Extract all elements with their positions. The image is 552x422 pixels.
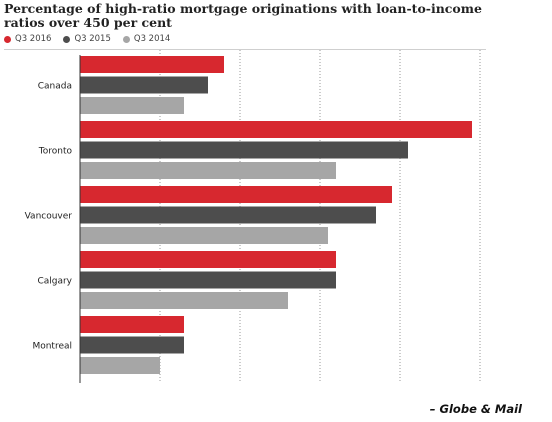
legend-item-q3-2014: Q3 2014	[122, 34, 171, 44]
bar-calgary-q3-2015	[80, 271, 336, 289]
bar-vancouver-q3-2015	[80, 206, 376, 224]
category-label-calgary: Calgary	[37, 277, 72, 287]
bar-calgary-q3-2016	[80, 251, 336, 268]
bar-montreal-q3-2016	[80, 316, 184, 333]
bar-calgary-q3-2014	[80, 292, 288, 309]
legend-swatch-q3-2016	[4, 35, 11, 43]
category-label-canada: Canada	[38, 82, 72, 92]
legend-item-q3-2016: Q3 2016	[4, 34, 51, 44]
chart-legend: Q3 2016 Q3 2015 Q3 2014	[4, 33, 170, 45]
legend-label-q3-2015: Q3 2015	[74, 34, 111, 44]
category-label-toronto: Toronto	[38, 147, 73, 157]
legend-label-q3-2016: Q3 2016	[15, 34, 52, 44]
legend-swatch-q3-2015	[63, 35, 71, 43]
bar-toronto-q3-2015	[80, 141, 408, 159]
bar-canada-q3-2016	[80, 56, 224, 73]
chart-title: Percentage of high-ratio mortgage origin…	[4, 1, 482, 30]
bar-toronto-q3-2016	[80, 121, 472, 138]
bar-canada-q3-2015	[80, 76, 208, 94]
bar-canada-q3-2014	[80, 97, 184, 114]
category-label-vancouver: Vancouver	[25, 212, 73, 222]
bar-montreal-q3-2014	[80, 357, 160, 374]
header-divider	[4, 49, 486, 50]
bar-vancouver-q3-2016	[80, 186, 392, 203]
legend-item-q3-2015: Q3 2015	[63, 34, 111, 44]
source-credit: – Globe & Mail	[429, 402, 522, 416]
legend-swatch-q3-2014	[122, 35, 130, 43]
bar-chart: Canada Toronto Vancouver Calgary Montreal	[25, 50, 481, 383]
category-label-montreal: Montreal	[32, 342, 72, 352]
bar-vancouver-q3-2014	[80, 227, 328, 244]
legend-label-q3-2014: Q3 2014	[133, 34, 171, 44]
bar-toronto-q3-2014	[80, 162, 336, 179]
bar-montreal-q3-2015	[80, 336, 184, 354]
